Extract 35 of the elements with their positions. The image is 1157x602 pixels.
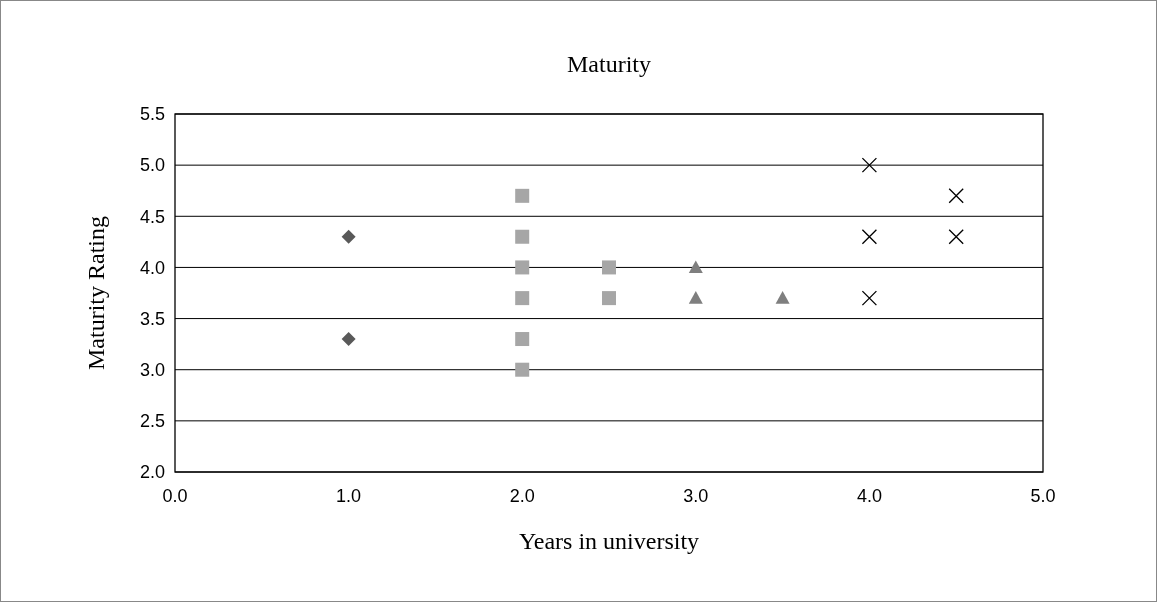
point	[602, 260, 616, 275]
point	[515, 260, 530, 275]
y-tick-label: 2.0	[139, 462, 165, 483]
point	[948, 229, 964, 245]
point	[341, 229, 356, 244]
point	[775, 291, 790, 304]
point	[861, 229, 878, 245]
y-tick-label: 4.5	[139, 206, 165, 227]
x-tick-label: 4.0	[856, 486, 882, 506]
y-tick-label: 2.5	[139, 411, 165, 432]
y-tick-label: 5.5	[139, 104, 165, 125]
y-tick-label: 4.0	[139, 257, 165, 278]
x-tick-label: 0.0	[162, 486, 188, 506]
point	[515, 332, 530, 347]
point	[515, 291, 530, 306]
point	[515, 229, 530, 244]
point	[688, 291, 703, 304]
point	[515, 362, 530, 377]
y-axis-title: Maturity Rating	[83, 216, 109, 370]
y-tick-label: 5.0	[139, 155, 165, 176]
y-tick-label: 3.5	[139, 308, 165, 329]
point	[602, 291, 616, 306]
chart-title: Maturity	[567, 51, 651, 77]
x-tick-label: 5.0	[1030, 486, 1056, 506]
point	[515, 188, 530, 203]
x-tick-label: 1.0	[336, 486, 362, 506]
point	[861, 157, 878, 173]
point	[861, 290, 878, 306]
x-axis-title: Years in university	[518, 528, 700, 554]
y-tick-label: 3.0	[139, 360, 165, 381]
point	[688, 260, 703, 274]
x-tick-label: 3.0	[683, 486, 709, 506]
x-tick-label: 2.0	[509, 486, 535, 506]
point	[341, 332, 356, 347]
point	[948, 188, 964, 204]
